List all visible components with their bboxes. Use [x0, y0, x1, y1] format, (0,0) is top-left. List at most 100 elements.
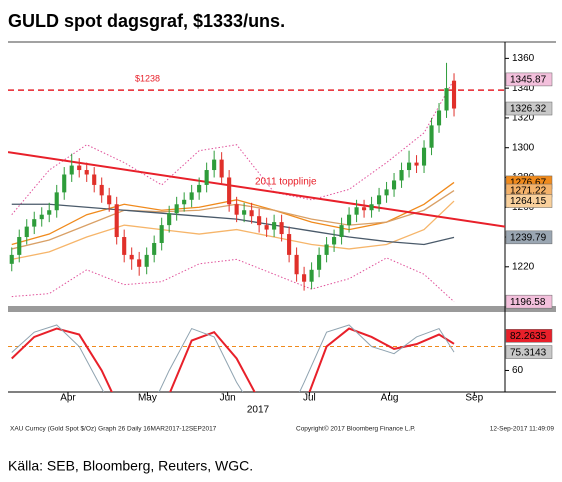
oscillator-line: [11, 324, 455, 392]
candle-body: [264, 225, 269, 230]
panel-separator: [8, 306, 556, 312]
last-close-label: 1326.32: [510, 104, 547, 115]
last-value-label: 1345.87: [510, 75, 547, 86]
last-value-label: 1196.58: [510, 297, 546, 308]
candle-body: [287, 234, 292, 255]
candle-body: [414, 162, 419, 166]
candle-body: [114, 204, 119, 238]
candle-body: [39, 214, 44, 220]
candle-body: [92, 174, 97, 185]
candle-body: [9, 254, 14, 264]
candle-body: [429, 125, 434, 148]
candle-body: [421, 147, 427, 166]
x-tick-label: Aug: [381, 393, 399, 404]
candle-body: [294, 254, 299, 275]
candle-body: [309, 269, 314, 282]
y-tick-label: 1220: [512, 261, 535, 272]
last-value-box: [505, 194, 553, 208]
candle-body: [144, 254, 149, 267]
candle-body: [444, 88, 449, 111]
candle-body: [107, 195, 112, 205]
candle-body: [369, 204, 374, 211]
x-tick-label: Jul: [303, 393, 316, 404]
candle-body: [347, 214, 352, 226]
candle-body: [152, 242, 157, 255]
candle-body: [391, 180, 397, 190]
candle-body: [257, 216, 262, 226]
candle-body: [227, 177, 232, 205]
x-tick-label: Apr: [60, 393, 76, 404]
candle-body: [182, 199, 187, 205]
candle-body: [54, 192, 59, 211]
last-value-label: 1276.67: [510, 178, 547, 189]
trendline-label: 2011 topplinje: [255, 177, 317, 188]
osc-value-label: 82.2635: [510, 331, 547, 342]
candle-body: [189, 192, 194, 200]
oscillator-panel: [8, 324, 505, 392]
candle-body: [249, 210, 254, 217]
candle-body: [17, 237, 22, 255]
indicator-line: [11, 257, 455, 303]
indicator-line: [11, 79, 455, 216]
main-panel: [8, 62, 505, 303]
candle-body: [204, 170, 209, 185]
osc-value-box: [505, 345, 553, 359]
indicator-line: [11, 203, 455, 246]
candle-body: [174, 204, 179, 214]
y-tick-label: 1360: [512, 53, 535, 64]
last-value-label: 1264.15: [510, 196, 547, 207]
candle-body: [399, 170, 404, 181]
year-label: 2017: [247, 405, 270, 416]
candle-body: [129, 254, 134, 260]
y2-tick-label: 60: [512, 365, 524, 376]
candle-body: [302, 274, 307, 282]
y-tick-label: 1300: [512, 142, 535, 153]
x-tick-label: Sep: [465, 393, 483, 404]
candle-body: [242, 210, 247, 215]
footer-time: 12-Sep-2017 11:49:09: [490, 426, 555, 433]
x-tick-label: May: [138, 393, 157, 404]
chart-title: GULD spot dagsgraf, $1333/uns.: [8, 11, 285, 31]
candle-body: [159, 225, 164, 243]
candle-body: [234, 204, 239, 215]
candle-body: [339, 225, 344, 238]
trendline: [8, 151, 505, 228]
last-value-box: [505, 230, 553, 245]
candle-body: [62, 174, 67, 193]
candle-body: [47, 210, 52, 215]
candle-body: [137, 259, 142, 267]
candle-body: [197, 184, 202, 193]
y-tick-label: 1340: [512, 83, 535, 94]
candle-body: [332, 237, 337, 245]
candle-body: [451, 80, 457, 109]
footer-copyright: Copyright© 2017 Bloomberg Finance L.P.: [296, 425, 416, 433]
last-value-label: 1239.79: [510, 232, 547, 243]
hline-label: $1238: [135, 73, 160, 83]
candle-body: [324, 244, 329, 255]
last-value-box: [505, 294, 553, 309]
candle-body: [84, 170, 89, 175]
candle-body: [122, 237, 127, 255]
candle-body: [32, 219, 37, 227]
last-value-box: [505, 72, 553, 87]
last-close-box: [505, 101, 553, 116]
candle-body: [24, 226, 29, 238]
indicator-line: [11, 200, 455, 260]
candle-body: [384, 189, 389, 196]
osc-value-label: 75.3143: [510, 347, 547, 358]
footer-left: XAU Curncy (Gold Spot $/Oz) Graph 26 Dai…: [10, 426, 217, 433]
y-tick-label: 1320: [512, 113, 535, 124]
candle-body: [167, 213, 172, 226]
candle-body: [436, 110, 442, 126]
candle-body: [99, 184, 104, 196]
candle-body: [362, 207, 367, 211]
last-value-label: 1271.22: [510, 186, 547, 197]
candle-body: [77, 165, 82, 171]
candle-body: [406, 162, 412, 171]
oscillator-line: [11, 327, 455, 392]
candle-body: [279, 222, 284, 235]
candle-body: [212, 159, 217, 171]
candle-body: [219, 159, 224, 178]
osc-value-box: [505, 329, 553, 343]
